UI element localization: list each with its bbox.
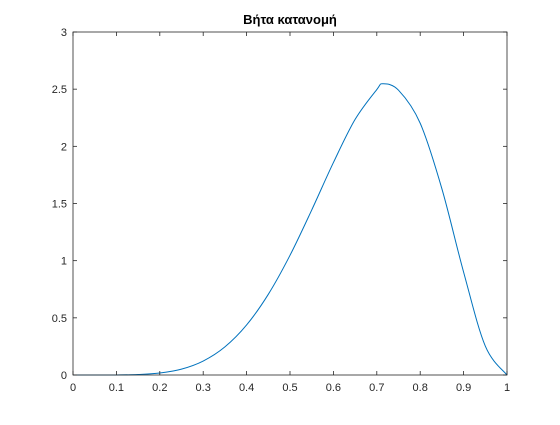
plot-area	[73, 32, 507, 375]
y-tick-label: 1.5	[52, 199, 67, 211]
series-line	[72, 83, 508, 376]
x-axis: 0 0.1 0.2 0.3 0.4 0.5 0.6 0.7 0.8 0.9 1	[70, 32, 510, 394]
chart-title: Βήτα κατανομή	[243, 12, 337, 27]
y-tick-label: 1	[61, 256, 67, 268]
x-tick-label: 0.8	[413, 382, 428, 394]
x-tick-label: 0	[70, 382, 76, 394]
x-tick-label: 0.9	[456, 382, 471, 394]
x-tick-label: 0.1	[109, 382, 124, 394]
x-tick-label: 0.7	[369, 382, 384, 394]
x-tick-label: 0.3	[196, 382, 211, 394]
x-tick-label: 0.4	[239, 382, 254, 394]
y-tick-label: 3	[61, 27, 67, 39]
y-tick-label: 2	[61, 141, 67, 153]
x-tick-label: 0.6	[326, 382, 341, 394]
curve-layer	[72, 83, 508, 376]
y-axis: 0 0.5 1 1.5 2 2.5 3	[52, 27, 507, 382]
y-tick-label: 2.5	[52, 84, 67, 96]
y-tick-label: 0.5	[52, 313, 67, 325]
y-tick-label: 0	[61, 370, 67, 382]
x-tick-label: 0.5	[282, 382, 297, 394]
x-tick-label: 1	[504, 382, 510, 394]
x-tick-label: 0.2	[152, 382, 167, 394]
